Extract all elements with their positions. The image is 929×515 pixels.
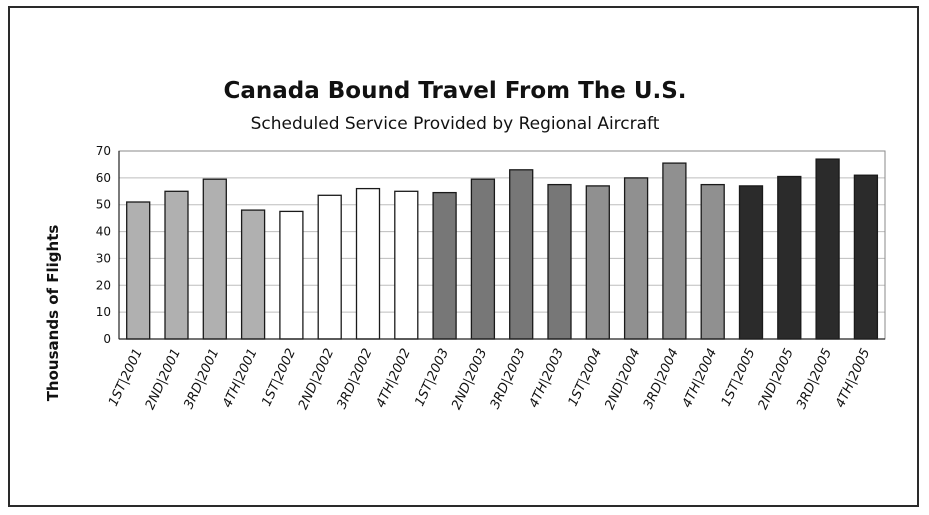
x-tick-label: 2ND|2004 — [602, 346, 643, 412]
bar — [738, 185, 764, 340]
plot-background — [119, 151, 885, 339]
chart-subtitle: Scheduled Service Provided by Regional A… — [251, 114, 660, 134]
x-tick-label: 4TH|2002 — [374, 346, 414, 410]
y-tick-label: 0 — [103, 332, 111, 346]
bar — [164, 190, 189, 340]
x-tick-label: 4TH|2003 — [527, 346, 567, 410]
plot-area: 0102030405060701ST|20012ND|20013RD|20014… — [96, 144, 886, 412]
x-tick-label: 2ND|2001 — [143, 346, 184, 412]
x-tick-label: 2ND|2005 — [756, 346, 797, 412]
y-tick-label: 30 — [96, 251, 111, 265]
x-tick-label: 1ST|2003 — [412, 346, 452, 408]
x-tick-label: 1ST|2005 — [719, 346, 759, 408]
y-tick-label: 50 — [96, 198, 111, 212]
bar — [547, 183, 572, 340]
x-tick-label: 1ST|2002 — [259, 346, 299, 408]
bar — [470, 178, 496, 340]
y-tick-label: 10 — [96, 305, 111, 319]
bar — [509, 169, 534, 340]
x-tick-label: 4TH|2005 — [833, 346, 873, 410]
chart-title: Canada Bound Travel From The U.S. — [223, 78, 686, 104]
bar — [394, 190, 419, 340]
x-tick-label: 3RD|2003 — [488, 346, 529, 411]
bar — [662, 162, 687, 340]
bar — [777, 175, 802, 340]
x-tick-label: 1ST|2001 — [106, 346, 146, 408]
x-tick-label: 4TH|2001 — [220, 346, 260, 410]
x-tick-label: 3RD|2004 — [641, 346, 682, 411]
chart-frame: Canada Bound Travel From The U.S. Schedu… — [8, 6, 919, 507]
bar — [240, 209, 266, 340]
bar — [279, 210, 304, 340]
x-tick-label: 1ST|2004 — [566, 346, 606, 408]
bar — [202, 178, 227, 340]
bar — [815, 158, 840, 340]
bar — [585, 185, 610, 340]
bar — [623, 177, 649, 340]
y-tick-label: 20 — [96, 278, 111, 292]
bar — [853, 174, 879, 340]
x-tick-label: 3RD|2005 — [794, 346, 835, 411]
bar — [317, 194, 342, 340]
bar — [700, 183, 725, 340]
y-tick-label: 70 — [96, 144, 111, 158]
y-tick-label: 40 — [96, 225, 111, 239]
y-axis-label: Thousands of Flights — [44, 225, 62, 402]
bar — [432, 191, 457, 340]
x-tick-label: 2ND|2003 — [449, 346, 490, 412]
bar — [355, 187, 381, 340]
bar-chart: Canada Bound Travel From The U.S. Schedu… — [44, 78, 886, 412]
x-tick-label: 3RD|2002 — [335, 346, 376, 411]
x-tick-label: 2ND|2002 — [296, 346, 337, 412]
bar — [126, 201, 151, 340]
y-tick-label: 60 — [96, 171, 111, 185]
x-tick-label: 3RD|2001 — [181, 346, 222, 411]
x-tick-label: 4TH|2004 — [680, 346, 720, 410]
